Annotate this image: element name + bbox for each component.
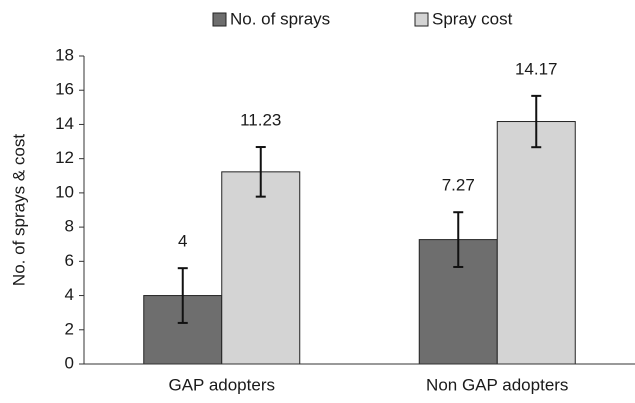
y-tick-label: 16 (55, 80, 74, 99)
y-tick-label: 8 (65, 217, 74, 236)
legend-label: No. of sprays (230, 9, 330, 28)
y-tick-label: 0 (65, 353, 74, 372)
legend-swatch (414, 12, 429, 27)
y-axis-label: No. of sprays & cost (9, 134, 28, 286)
bar (221, 171, 301, 365)
data-label: 7.27 (442, 176, 475, 195)
y-tick-label: 12 (55, 148, 74, 167)
y-tick-label: 6 (65, 251, 74, 270)
x-tick-label: Non GAP adopters (426, 375, 568, 394)
y-tick-label: 2 (65, 319, 74, 338)
y-tick-label: 4 (65, 285, 74, 304)
legend-swatch (212, 12, 227, 27)
bar (496, 121, 576, 365)
legend-label: Spray cost (432, 9, 513, 28)
y-tick-label: 18 (55, 45, 74, 64)
data-label: 4 (178, 232, 187, 251)
y-tick-label: 14 (55, 114, 74, 133)
x-tick-label: GAP adopters (169, 375, 275, 394)
y-tick-label: 10 (55, 182, 74, 201)
data-label: 14.17 (515, 59, 558, 78)
data-label: 11.23 (240, 111, 281, 130)
